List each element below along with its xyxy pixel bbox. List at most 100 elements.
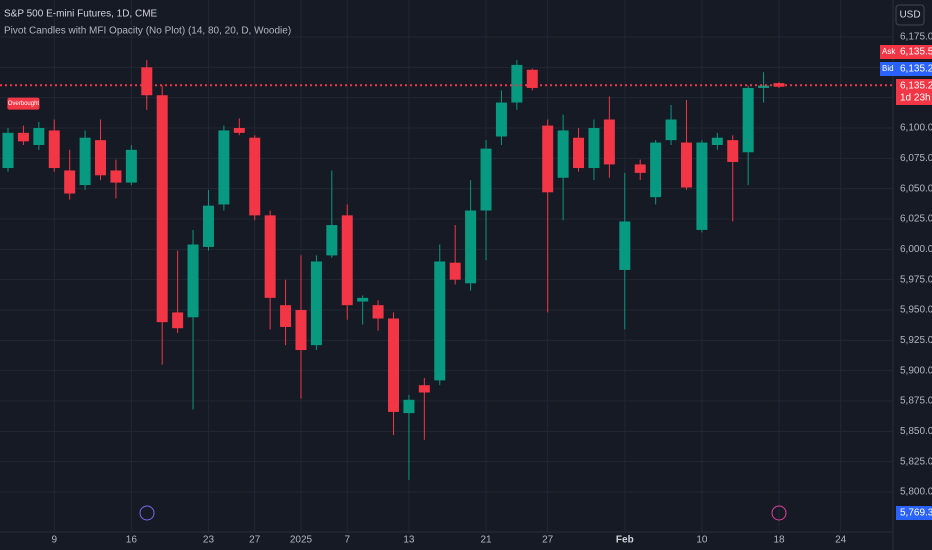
x-tick-label: 7 <box>344 535 350 546</box>
candle-body <box>110 170 122 183</box>
candle-body <box>48 130 60 169</box>
x-tick-label: 13 <box>403 535 415 546</box>
candle-body <box>218 130 230 205</box>
y-tick-label: 5,800.00 <box>900 487 932 498</box>
candle-body <box>33 128 45 145</box>
candle-body <box>650 142 662 198</box>
candle-body <box>480 148 492 211</box>
bid-name: Bid <box>882 64 894 73</box>
event-icon[interactable] <box>771 505 787 521</box>
candle-body <box>619 221 631 270</box>
chart-title: S&P 500 E-mini Futures, 1D, CME <box>4 9 158 20</box>
marker-box <box>896 506 932 520</box>
y-tick-label: 6,100.00 <box>900 123 932 134</box>
countdown: 1d 23h <box>900 93 931 104</box>
candle-body <box>511 64 523 103</box>
candle-body <box>495 102 507 137</box>
annotation: Overbought <box>8 101 40 107</box>
y-tick-label: 5,925.00 <box>900 335 932 346</box>
candle-body <box>2 132 14 169</box>
price-label: 6,135.25 <box>900 64 932 75</box>
candle-body <box>264 215 276 298</box>
price-label-box <box>896 45 932 59</box>
x-tick-label: 24 <box>835 535 847 546</box>
x-tick-label: 9 <box>51 535 57 546</box>
ask-tag <box>880 45 896 59</box>
x-tick-label: 21 <box>480 535 492 546</box>
y-tick-label: 6,175.00 <box>900 32 932 43</box>
candle-body <box>603 119 615 165</box>
x-tick-label: 23 <box>203 535 215 546</box>
currency[interactable]: USD <box>899 10 920 21</box>
candle-body <box>742 87 754 153</box>
candle-body <box>727 140 739 162</box>
candle-body <box>249 137 261 216</box>
candle-body <box>388 318 399 412</box>
candle-body <box>573 137 585 169</box>
candle-body <box>542 125 554 193</box>
candle-body <box>95 140 107 176</box>
candle-body <box>64 170 76 194</box>
price-label-box <box>896 79 932 105</box>
y-tick-label: 5,900.00 <box>900 365 932 376</box>
ask-name: Ask <box>882 47 896 56</box>
candle-body <box>202 205 214 247</box>
candle-body <box>711 137 723 145</box>
candle-body <box>172 312 184 329</box>
currency-button[interactable] <box>895 4 925 26</box>
annotation-box <box>7 97 40 110</box>
indicator-title: Pivot Candles with MFI Opacity (No Plot)… <box>4 26 291 37</box>
candle-body <box>434 261 446 381</box>
candle-body <box>280 305 292 327</box>
candle-body <box>295 310 307 351</box>
candle-body <box>680 142 692 188</box>
x-tick-label: 18 <box>773 535 785 546</box>
candle-body <box>465 210 477 284</box>
candle-body <box>233 128 245 133</box>
y-tick-label: 6,000.00 <box>900 244 932 255</box>
candle-body <box>187 244 199 318</box>
candle-body <box>773 83 785 87</box>
candle-body <box>418 385 430 393</box>
candle-body <box>449 262 461 280</box>
candle-body <box>341 215 353 306</box>
y-tick-label: 6,025.00 <box>900 214 932 225</box>
x-tick-label: Feb <box>616 535 634 546</box>
price-label: 6,135.50 <box>900 47 932 58</box>
x-tick-label: 27 <box>249 535 261 546</box>
candle-body <box>696 142 708 230</box>
x-tick-label: 10 <box>696 535 708 546</box>
candle-body <box>156 95 168 323</box>
candle-body <box>758 85 770 88</box>
y-tick-label: 5,850.00 <box>900 426 932 437</box>
bid-tag <box>880 62 896 76</box>
candle-body <box>665 119 677 141</box>
x-tick-label: 27 <box>542 535 554 546</box>
price-label-box <box>896 62 932 76</box>
candle-body <box>357 297 369 302</box>
candle-body <box>526 69 538 88</box>
y-tick-label: 6,075.00 <box>900 153 932 164</box>
candle-body <box>557 130 569 178</box>
candle-body <box>326 225 338 256</box>
candle-body <box>372 305 384 319</box>
marker-label: 5,769.30 <box>900 508 932 519</box>
price-label: 6,135.25 <box>900 81 932 92</box>
candle-body <box>141 67 153 96</box>
y-tick-label: 5,950.00 <box>900 305 932 316</box>
event-icon[interactable] <box>139 505 155 521</box>
candle-body <box>310 261 322 346</box>
x-tick-label: 16 <box>126 535 138 546</box>
candle-body <box>403 399 415 414</box>
candle-body <box>79 137 91 186</box>
y-tick-label: 5,875.00 <box>900 396 932 407</box>
candle-body <box>634 164 646 173</box>
candle-body <box>17 132 29 142</box>
x-tick-label: 2025 <box>290 535 313 546</box>
candle-body <box>588 128 600 169</box>
y-tick-label: 6,050.00 <box>900 183 932 194</box>
candle-body <box>125 149 137 183</box>
y-tick-label: 5,825.00 <box>900 456 932 467</box>
y-tick-label: 5,975.00 <box>900 274 932 285</box>
